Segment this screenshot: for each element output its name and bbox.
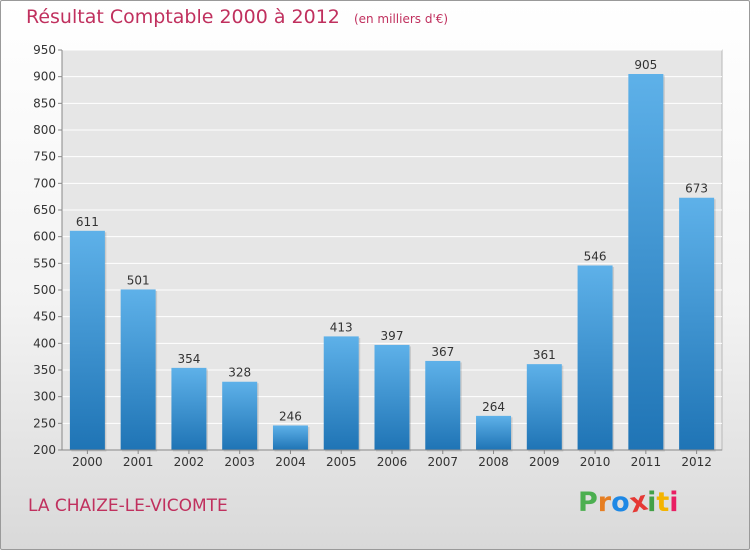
bar-2009 [526, 364, 562, 450]
x-tick-label: 2001 [123, 455, 154, 469]
y-tick-label: 750 [33, 150, 56, 164]
logo-letter: P [578, 487, 598, 518]
bar-2000 [69, 230, 105, 450]
bar-value-label: 673 [685, 182, 708, 196]
bar-2004 [272, 425, 308, 450]
bar-2008 [476, 415, 512, 450]
bar-value-label: 413 [330, 320, 353, 334]
y-tick-label: 500 [33, 283, 56, 297]
x-tick-label: 2006 [377, 455, 408, 469]
y-tick-label: 250 [33, 416, 56, 430]
y-tick-label: 200 [33, 443, 56, 457]
bar-value-label: 264 [482, 400, 505, 414]
bar-value-label: 501 [127, 273, 150, 287]
proxiti-logo: Proxiti [578, 486, 679, 520]
bar-value-label: 361 [533, 348, 556, 362]
x-tick-label: 2000 [72, 455, 103, 469]
bar-value-label: 611 [76, 215, 99, 229]
bar-2005 [323, 336, 359, 450]
commune-name: LA CHAIZE-LE-VICOMTE [28, 496, 228, 516]
y-tick-label: 650 [33, 203, 56, 217]
logo-letter: o [611, 487, 630, 518]
bar-value-label: 397 [381, 329, 404, 343]
bar-value-label: 328 [228, 366, 251, 380]
title-text: Résultat Comptable 2000 à 2012 [26, 6, 340, 28]
y-tick-label: 900 [33, 70, 56, 84]
bar-value-label: 367 [431, 345, 454, 359]
x-tick-label: 2010 [580, 455, 611, 469]
logo-letter: i [647, 487, 657, 518]
y-tick-label: 850 [33, 96, 56, 110]
x-tick-label: 2007 [427, 455, 458, 469]
bar-value-label: 246 [279, 409, 302, 423]
y-tick-label: 350 [33, 363, 56, 377]
x-tick-label: 2002 [174, 455, 205, 469]
x-tick-label: 2011 [631, 455, 662, 469]
bar-2012 [679, 197, 715, 450]
y-tick-label: 400 [33, 336, 56, 350]
bar-value-label: 354 [177, 352, 200, 366]
bar-value-label: 546 [584, 249, 607, 263]
bar-2003 [222, 381, 258, 450]
title-unit: (en milliers d'€) [353, 12, 449, 26]
x-tick-label: 2004 [275, 455, 306, 469]
y-tick-label: 950 [33, 43, 56, 57]
x-tick-label: 2003 [224, 455, 255, 469]
logo-letter: i [669, 487, 679, 518]
y-tick-label: 550 [33, 256, 56, 270]
bar-2006 [374, 344, 410, 450]
logo-letter: r [597, 487, 612, 518]
y-tick-label: 600 [33, 230, 56, 244]
bar-2011 [628, 74, 664, 450]
x-tick-label: 2005 [326, 455, 357, 469]
y-tick-label: 700 [33, 176, 56, 190]
x-tick-label: 2008 [478, 455, 509, 469]
x-tick-label: 2009 [529, 455, 560, 469]
x-tick-label: 2012 [681, 455, 712, 469]
chart-title: Résultat Comptable 2000 à 2012 (en milli… [26, 6, 448, 28]
y-tick-label: 800 [33, 123, 56, 137]
bar-2002 [171, 367, 207, 450]
bar-value-label: 905 [634, 58, 657, 72]
y-tick-label: 300 [33, 390, 56, 404]
bar-2007 [425, 360, 461, 450]
y-tick-label: 450 [33, 310, 56, 324]
bar-chart: 200 250 300 350 400 450 500 550 600 650 700 750 800 8… [33, 43, 723, 469]
bar-2010 [577, 265, 613, 450]
logo-letter: t [656, 487, 670, 518]
bar-2001 [120, 289, 156, 450]
